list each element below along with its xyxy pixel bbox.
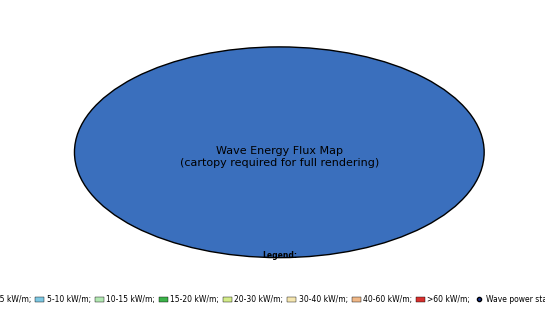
Text: Wave Energy Flux Map
(cartopy required for full rendering): Wave Energy Flux Map (cartopy required f… bbox=[180, 146, 379, 168]
Ellipse shape bbox=[75, 47, 484, 258]
Text: Legend:: Legend: bbox=[262, 251, 297, 260]
Legend: < 5 kW/m;, 5-10 kW/m;, 10-15 kW/m;, 15-20 kW/m;, 20-30 kW/m;, 30-40 kW/m;, 40-60: < 5 kW/m;, 5-10 kW/m;, 10-15 kW/m;, 15-2… bbox=[0, 292, 545, 307]
